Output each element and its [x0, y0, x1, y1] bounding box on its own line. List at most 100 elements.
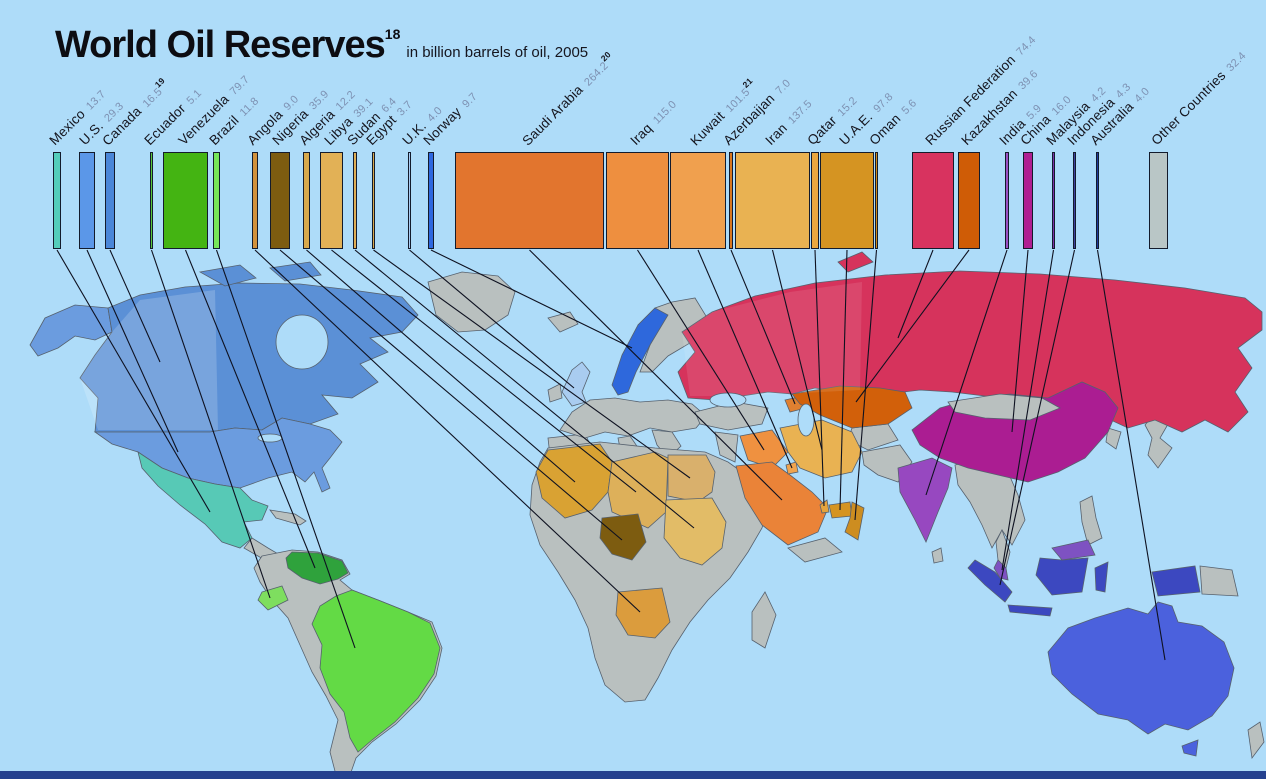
country-malaysia-borneo — [1051, 539, 1096, 561]
bar-oman — [875, 152, 878, 249]
connector-line-uk — [409, 249, 575, 389]
connector-line-angola — [254, 249, 641, 613]
connector-line-mexico — [56, 249, 211, 513]
landmass-cuba — [269, 509, 307, 526]
connector-line-venezuela — [184, 249, 316, 569]
landmass-papua-new-guinea — [1199, 565, 1239, 597]
country-nigeria — [599, 513, 647, 561]
connector-line-canada — [109, 249, 161, 363]
country-saudi-arabia — [735, 461, 829, 546]
landmass-iceland — [547, 311, 579, 333]
connector-line-kazakhstan — [855, 249, 970, 403]
landmass-yemen — [787, 537, 843, 563]
country-qatar — [819, 499, 830, 514]
title-block: World Oil Reserves18 in billion barrels o… — [55, 24, 588, 67]
hudson-bay — [275, 314, 329, 370]
bar-brazil — [213, 152, 220, 249]
country-libya — [607, 451, 669, 529]
bar-iraq — [606, 152, 669, 249]
bar-ecuador — [150, 152, 153, 249]
bar-kazakhstan — [958, 152, 980, 249]
bar-venezuela — [163, 152, 208, 249]
shading-west-russia — [682, 282, 862, 396]
bar-kuwait — [670, 152, 726, 249]
bar-canada — [105, 152, 115, 249]
country-canada-arctic-1 — [198, 264, 257, 287]
landmass-new-zealand — [1247, 721, 1265, 760]
bottom-strip — [0, 771, 1266, 779]
connector-line-australia — [1096, 249, 1166, 661]
connector-line-saudi_arabia — [529, 249, 783, 501]
country-angola — [615, 587, 671, 639]
bar-china — [1023, 152, 1033, 249]
connector-line-malaysia — [1001, 249, 1055, 571]
country-india — [897, 457, 953, 543]
caspian-sea — [797, 403, 815, 437]
country-venezuela — [285, 551, 349, 585]
country-australia — [1047, 601, 1235, 735]
country-russia-novaya-zemlya — [837, 251, 874, 273]
country-indonesia-sumatra — [967, 559, 1013, 603]
country-indonesia-sulawesi — [1094, 561, 1109, 593]
connector-line-china — [1011, 249, 1029, 433]
connector-line-qatar — [814, 249, 825, 507]
country-indonesia-java — [1007, 604, 1053, 617]
bar-indonesia — [1073, 152, 1076, 249]
country-egypt — [667, 454, 716, 503]
connector-line-libya — [331, 249, 637, 493]
page-title: World Oil Reserves — [55, 24, 386, 66]
bar-malaysia — [1052, 152, 1055, 249]
landmass-madagascar — [751, 591, 777, 649]
bar-sudan — [353, 152, 357, 249]
bar-azerbaijan — [729, 152, 733, 249]
connector-line-indonesia — [999, 249, 1076, 586]
country-norway — [611, 307, 669, 396]
connector-line-ecuador — [150, 249, 271, 599]
connector-line-brazil — [215, 249, 356, 649]
bar-other — [1149, 152, 1168, 249]
bar-india — [1005, 152, 1009, 249]
landmass-korea — [1105, 427, 1122, 450]
connector-lines — [56, 249, 1166, 661]
bar-russia — [912, 152, 954, 249]
country-oman — [844, 501, 865, 541]
connector-line-india — [925, 249, 1008, 496]
connector-line-nigeria — [279, 249, 623, 541]
landmass-mongolia — [947, 393, 1061, 421]
landmass-europe — [559, 397, 707, 439]
connector-line-oman — [854, 249, 878, 521]
black-sea — [709, 392, 747, 408]
bar-angola — [252, 152, 258, 249]
bar-iran — [735, 152, 810, 249]
landmass-philippines — [1079, 495, 1103, 546]
subtitle: in billion barrels of oil, 2005 — [406, 44, 589, 61]
shading-west-canada — [80, 290, 218, 430]
country-australia-tasmania — [1181, 739, 1199, 757]
connector-line-us — [86, 249, 179, 453]
bar-us — [79, 152, 95, 249]
country-uk — [561, 361, 591, 407]
connector-line-russia — [897, 249, 934, 339]
connector-line-iraq — [637, 249, 765, 451]
country-sudan — [663, 497, 727, 566]
connector-line-algeria — [306, 249, 576, 483]
landmass-ireland — [547, 383, 563, 403]
connector-line-uae — [839, 249, 848, 511]
bar-saudi_arabia — [455, 152, 604, 249]
country-ecuador — [257, 585, 289, 611]
connector-line-kuwait — [697, 249, 793, 469]
bar-mexico — [53, 152, 61, 249]
connector-line-sudan — [354, 249, 695, 529]
bar-egypt — [372, 152, 375, 249]
landmass-sri-lanka — [931, 547, 944, 564]
country-indonesia-west-papua — [1151, 565, 1201, 597]
connector-line-iran — [771, 249, 823, 451]
country-alaska — [29, 304, 113, 357]
bar-uk — [408, 152, 411, 249]
connector-line-norway — [430, 249, 633, 349]
connector-line-azerbaijan — [730, 249, 796, 405]
title-footnote-marker: 18 — [384, 26, 401, 42]
bar-uae — [820, 152, 874, 249]
bar-norway — [428, 152, 434, 249]
